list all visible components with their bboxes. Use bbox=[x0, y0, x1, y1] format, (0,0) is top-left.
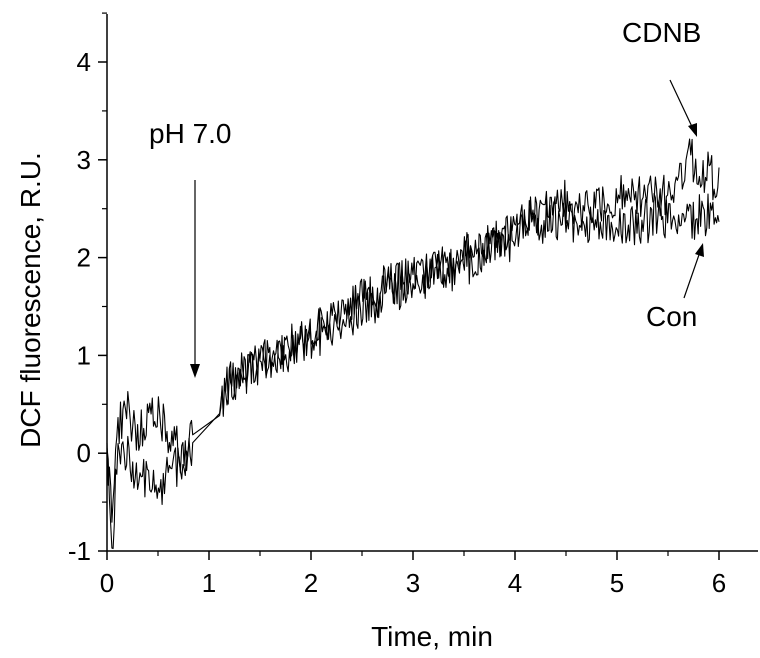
series-line-con bbox=[106, 188, 720, 550]
x-tick-label: 2 bbox=[304, 568, 318, 598]
y-tick-label: 0 bbox=[77, 438, 91, 468]
ticks: 0 1 2 3 4 5 6 -1 0 1 2 3 4 bbox=[68, 12, 726, 598]
y-axis-title: DCF fluorescence, R.U. bbox=[15, 152, 46, 448]
x-tick-label: 1 bbox=[202, 568, 216, 598]
annotation-cdnb-arrow-head bbox=[688, 123, 697, 137]
axes bbox=[106, 14, 758, 552]
annotation-ph-arrow-head bbox=[190, 364, 200, 378]
x-tick-label: 5 bbox=[610, 568, 624, 598]
x-tick-label: 4 bbox=[508, 568, 522, 598]
y-tick-label: -1 bbox=[68, 536, 91, 566]
plot-area bbox=[106, 138, 720, 550]
annotation-con-arrow-line bbox=[683, 248, 702, 299]
y-tick-label: 4 bbox=[77, 47, 91, 77]
y-tick-label: 2 bbox=[77, 243, 91, 273]
annotation-con-label: Con bbox=[646, 301, 697, 332]
annotation-cdnb-arrow-line bbox=[669, 79, 695, 132]
y-tick-label: 1 bbox=[77, 340, 91, 370]
x-tick-label: 6 bbox=[712, 568, 726, 598]
annotations: pH 7.0 CDNB Con bbox=[149, 17, 704, 378]
x-axis-title: Time, min bbox=[371, 621, 493, 652]
series-line-cdnb bbox=[106, 138, 720, 523]
x-tick-label: 0 bbox=[100, 568, 114, 598]
x-tick-label: 3 bbox=[406, 568, 420, 598]
annotation-con-arrow-head bbox=[695, 243, 704, 257]
annotation-ph-label: pH 7.0 bbox=[149, 118, 232, 149]
y-tick-label: 3 bbox=[77, 145, 91, 175]
annotation-cdnb-label: CDNB bbox=[622, 17, 701, 48]
